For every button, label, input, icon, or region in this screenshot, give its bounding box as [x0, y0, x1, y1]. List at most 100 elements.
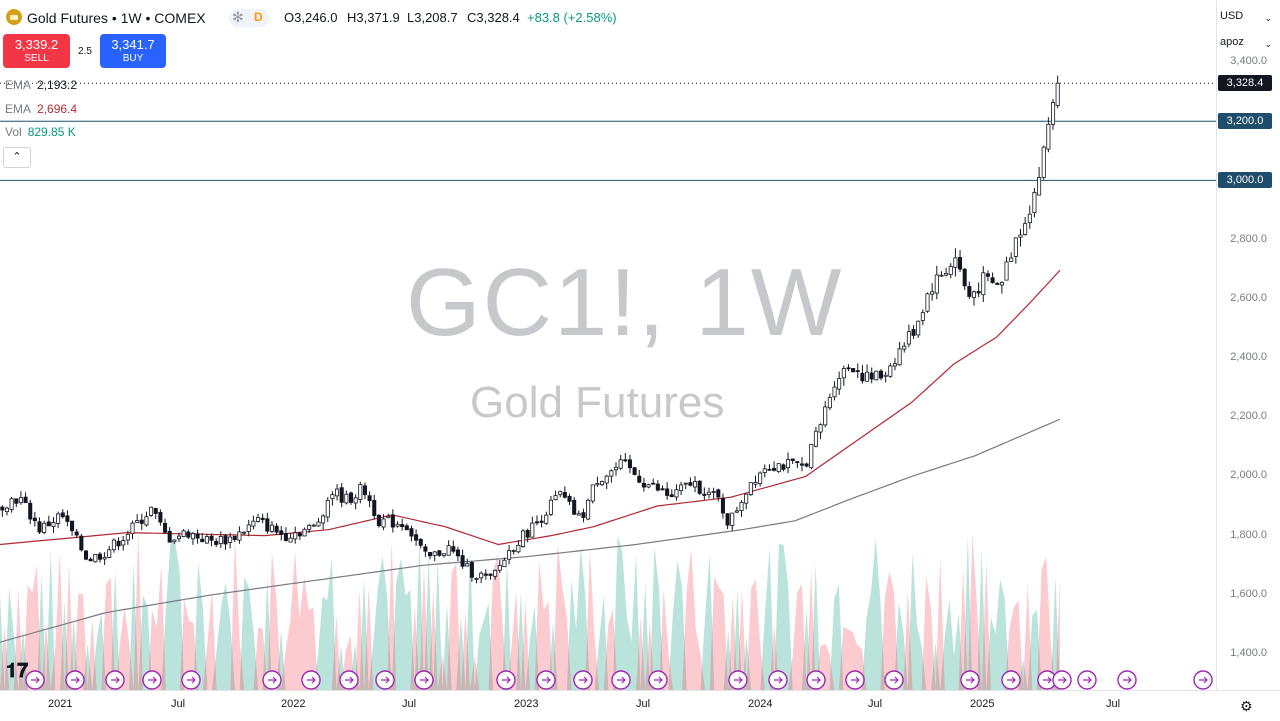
candle-body: [390, 514, 395, 528]
candle-body: [190, 533, 195, 540]
candle-body: [172, 539, 177, 543]
candle-body: [204, 536, 209, 544]
unit-select[interactable]: apoz ⌄: [1220, 36, 1272, 56]
candle-body: [958, 257, 963, 270]
candle-body: [195, 533, 200, 539]
candle-body: [28, 502, 33, 520]
candle-body: [14, 498, 19, 504]
candle-body: [567, 495, 572, 502]
event-arrow-glyph: [1043, 676, 1052, 684]
ohlc-item: H3,371.9: [347, 10, 400, 25]
candle-body: [302, 528, 307, 537]
candle-body: [479, 572, 484, 579]
time-tick-label: Jul: [402, 698, 417, 710]
candle-body: [1041, 146, 1046, 178]
candle-body: [1013, 237, 1018, 257]
event-arrow-glyph: [579, 676, 588, 684]
indicator-ema-slow[interactable]: EMA 2,193.2: [5, 78, 77, 92]
candle-body: [544, 514, 549, 524]
status-pill[interactable]: [229, 9, 269, 27]
candle-body: [358, 484, 363, 500]
candle-body: [42, 522, 47, 533]
candle-body: [846, 367, 851, 370]
ohlc-key: C: [467, 10, 477, 25]
candle-body: [376, 514, 381, 527]
candle-body: [460, 555, 465, 567]
event-arrow-glyph: [187, 676, 196, 684]
indicator-volume[interactable]: Vol 829.85 K: [5, 125, 76, 139]
candle-body: [116, 540, 121, 547]
price-tick-label: 2,800.0: [1230, 232, 1267, 245]
candle-body: [9, 498, 14, 510]
candle-body: [125, 533, 130, 541]
watermark-symbol: GC1!, 1W: [406, 249, 844, 356]
candle-body: [706, 491, 712, 496]
event-arrow-glyph: [812, 676, 821, 684]
candle-body: [497, 565, 502, 571]
price-tick-label: 2,000.0: [1230, 469, 1267, 482]
time-tick-label: Jul: [868, 698, 883, 710]
candle-body: [469, 562, 474, 578]
candle-body: [107, 549, 112, 558]
price-tick-label: 2,200.0: [1230, 410, 1267, 423]
indicator-ema-fast[interactable]: EMA 2,696.4: [5, 102, 77, 116]
candle-body: [330, 494, 335, 500]
candle-body: [902, 345, 907, 350]
candle-body: [200, 538, 205, 543]
tradingview-logo-icon[interactable]: 𝟏𝟕: [6, 660, 29, 682]
event-arrow-glyph: [851, 676, 860, 684]
candle-body: [176, 535, 182, 540]
candle-body: [716, 489, 721, 498]
candle-body: [246, 524, 251, 532]
event-arrow-glyph: [1083, 676, 1092, 684]
time-tick-label: 2025: [970, 698, 995, 710]
candle-body: [888, 365, 893, 377]
ohlc-key: H: [347, 10, 357, 25]
candle-body: [1046, 123, 1051, 150]
candle-body: [474, 578, 479, 580]
candle-body: [669, 494, 674, 498]
event-arrow-glyph: [307, 676, 316, 684]
candle-body: [637, 475, 642, 483]
symbol-title[interactable]: Gold Futures • 1W • COMEX: [27, 10, 206, 26]
candle-body: [1037, 177, 1042, 196]
candle-body: [1050, 102, 1056, 125]
candle-body: [683, 482, 688, 485]
candle-body: [186, 531, 191, 538]
candle-body: [651, 482, 656, 485]
candle-body: [316, 521, 321, 527]
settings-icon[interactable]: ⚙: [1240, 698, 1253, 714]
candle-body: [139, 519, 144, 524]
candle-body: [149, 506, 154, 516]
sell-button[interactable]: 3,339.2 SELL: [3, 34, 70, 68]
candle-body: [920, 312, 925, 321]
candle-body: [432, 551, 437, 556]
event-arrow-glyph: [268, 676, 277, 684]
candle-body: [851, 368, 856, 373]
candle-body: [799, 463, 805, 466]
candle-body: [423, 546, 428, 552]
candle-body: [874, 370, 879, 381]
candle-body: [218, 536, 223, 545]
candle-body: [297, 532, 302, 537]
candle-body: [0, 506, 5, 511]
candle-body: [158, 512, 163, 523]
watermark-name: Gold Futures: [470, 378, 725, 427]
price-chart[interactable]: [0, 0, 1216, 690]
candle-body: [739, 502, 744, 511]
time-tick-label: Jul: [171, 698, 186, 710]
candle-body: [130, 522, 135, 535]
buy-button[interactable]: 3,341.7 BUY: [100, 34, 166, 68]
currency-select[interactable]: USD ⌄: [1220, 10, 1272, 30]
indicator-name: Vol: [5, 125, 22, 139]
time-axis[interactable]: [0, 690, 1280, 721]
candle-body: [897, 348, 902, 366]
candle-body: [339, 487, 344, 503]
hline-label-3000[interactable]: 3,000.0: [1218, 172, 1272, 189]
event-arrow-glyph: [420, 676, 429, 684]
candle-body: [781, 464, 786, 470]
candle-body: [451, 546, 456, 552]
hline-label-3200[interactable]: 3,200.0: [1218, 113, 1272, 130]
collapse-legend-button[interactable]: ⌃: [3, 147, 31, 168]
candle-body: [595, 483, 600, 486]
